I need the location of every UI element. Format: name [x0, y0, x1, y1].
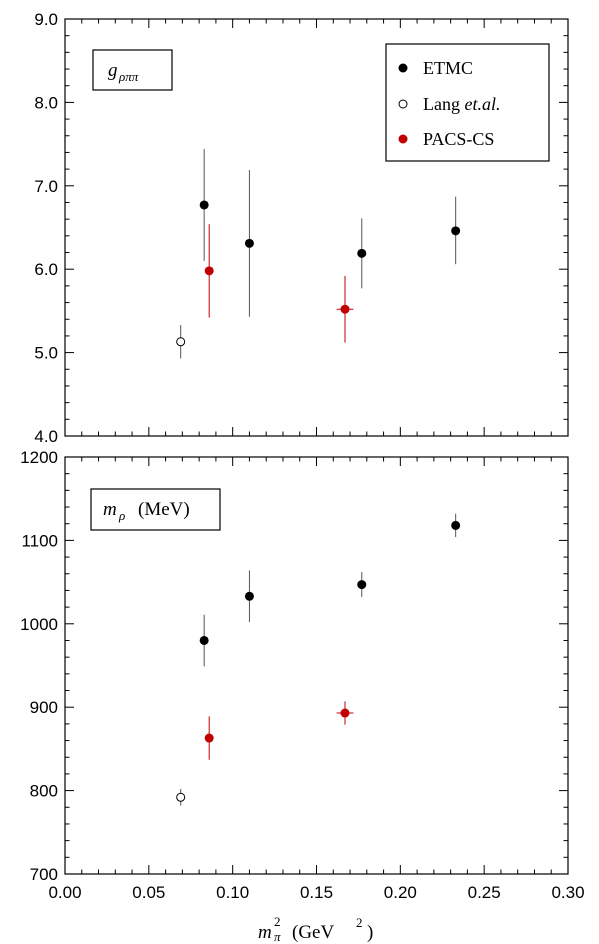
- data-points: [176, 149, 461, 359]
- data-point: [357, 580, 367, 590]
- x-tick-labels: 0.00 0.05 0.10 0.15 0.20 0.25 0.30: [48, 883, 584, 902]
- annotation-frame: [90, 488, 221, 531]
- legend-item-etmc: ETMC: [398, 58, 473, 78]
- x-tick-label: 0.10: [216, 883, 249, 902]
- x-tick-label: 0.30: [551, 883, 584, 902]
- legend-marker-lang: [398, 99, 408, 109]
- data-point: [176, 792, 186, 802]
- y-tick-labels: 4.0 5.0 6.0 7.0 8.0 9.0: [34, 10, 58, 446]
- legend-item-lang: Lang et.al.: [398, 94, 500, 114]
- x-tick-label: 0.15: [300, 883, 333, 902]
- annotation-box: g ρππ: [92, 49, 173, 91]
- data-point: [451, 520, 461, 530]
- legend-frame: [385, 43, 550, 162]
- legend-label-etmc: ETMC: [423, 58, 473, 78]
- data-point: [204, 266, 214, 276]
- y-tick-label: 9.0: [34, 10, 58, 29]
- data-point: [176, 337, 186, 347]
- y-tick-label: 800: [30, 782, 58, 801]
- annotation-symbol: m: [103, 499, 117, 520]
- annotation-unit: (MeV): [138, 499, 190, 520]
- x-tick-label: 0.05: [132, 883, 165, 902]
- legend-item-pacs-cs: PACS-CS: [398, 129, 494, 149]
- annotation-symbol: g: [108, 60, 118, 81]
- data-point: [204, 733, 214, 743]
- legend-label-pacs-cs: PACS-CS: [423, 129, 494, 149]
- y-tick-label: 1000: [20, 615, 58, 634]
- data-point: [357, 248, 367, 258]
- y-tick-label: 1200: [20, 448, 58, 467]
- legend-marker-etmc: [398, 63, 408, 73]
- x-tick-label: 0.00: [48, 883, 81, 902]
- legend: ETMC Lang et.al. PACS-CS: [385, 43, 550, 162]
- y-tick-label: 5.0: [34, 344, 58, 363]
- x-label-unit-open: (GeV: [292, 922, 334, 943]
- y-tick-label: 7.0: [34, 177, 58, 196]
- y-tick-label: 1100: [21, 531, 58, 550]
- data-point: [244, 591, 254, 601]
- annotation-subscript: ρ: [118, 508, 125, 523]
- legend-marker-pacs-cs: [398, 134, 408, 144]
- legend-label-lang-etal: et.al.: [464, 94, 500, 114]
- x-axis-label: m π 2 (GeV 2 ): [258, 914, 373, 944]
- x-label-unit-close: ): [367, 922, 373, 943]
- y-tick-label: 900: [30, 698, 58, 717]
- data-points: [176, 513, 461, 806]
- x-label-superscript: 2: [274, 914, 281, 929]
- y-tick-label: 700: [30, 865, 58, 884]
- x-label-subscript: π: [274, 929, 281, 944]
- legend-label-lang: Lang et.al.: [423, 94, 500, 114]
- data-point: [340, 708, 350, 718]
- annotation-subscript: ρππ: [118, 69, 139, 84]
- y-tick-label: 8.0: [34, 93, 58, 112]
- y-tick-labels: 700 800 900 1000 1100 1200: [20, 448, 58, 884]
- data-point: [244, 238, 254, 248]
- annotation-box: m ρ (MeV): [90, 488, 221, 531]
- x-label-unit-superscript: 2: [356, 915, 363, 930]
- y-tick-label: 6.0: [34, 260, 58, 279]
- panel-g-rho-pi-pi: 4.0 5.0 6.0 7.0 8.0 9.0 g ρππ ETMC Lang et.al…: [34, 10, 569, 446]
- data-point: [199, 635, 209, 645]
- y-tick-label: 4.0: [34, 427, 58, 446]
- tick-marks: [64, 18, 569, 437]
- data-point: [451, 226, 461, 236]
- x-tick-label: 0.25: [468, 883, 501, 902]
- data-point: [199, 200, 209, 210]
- tick-marks: [64, 456, 569, 875]
- legend-label-lang-name: Lang: [423, 94, 460, 114]
- data-point: [340, 304, 350, 314]
- annotation-frame: [92, 49, 173, 91]
- x-label-symbol: m: [258, 922, 272, 943]
- x-tick-label: 0.20: [384, 883, 417, 902]
